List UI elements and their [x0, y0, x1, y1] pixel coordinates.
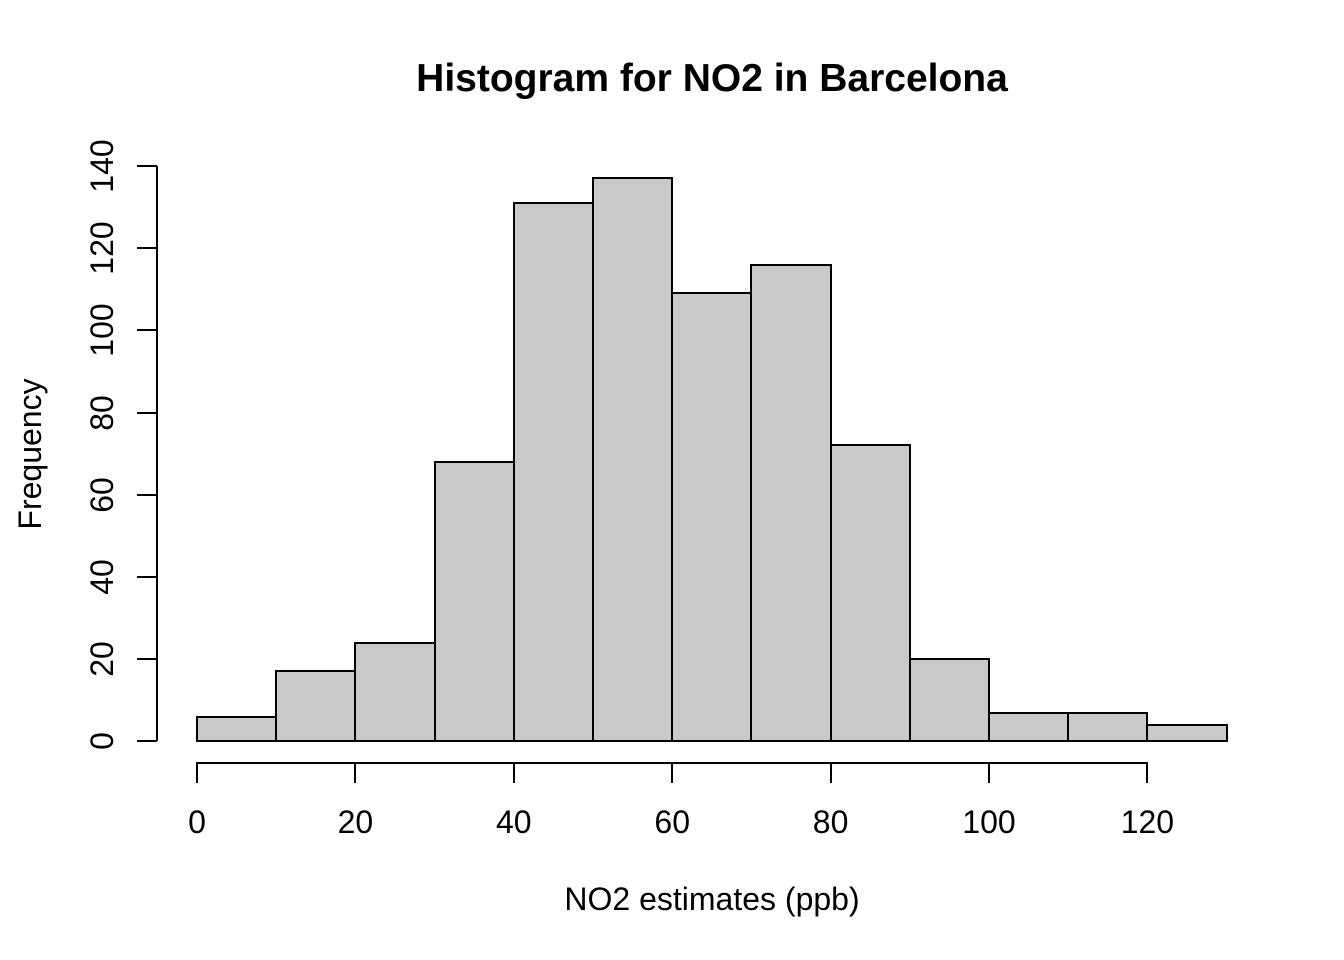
histogram-bar: [1067, 711, 1149, 743]
histogram-bar: [908, 658, 990, 743]
y-tick-label: 60: [84, 476, 120, 513]
x-tick-label: 0: [188, 804, 206, 840]
x-tick: [196, 763, 198, 784]
histogram-bar: [750, 263, 832, 743]
x-tick-label: 100: [962, 804, 1016, 840]
x-tick-label: 120: [1120, 804, 1175, 840]
y-tick: [137, 165, 157, 168]
chart-title: Histogram for NO2 in Barcelona: [416, 57, 1008, 100]
y-tick-label: 120: [84, 221, 120, 275]
y-tick-label: 0: [84, 732, 120, 751]
y-tick: [137, 247, 157, 250]
x-tick: [1146, 763, 1149, 784]
y-tick-label: 100: [84, 303, 120, 358]
y-tick: [137, 575, 157, 578]
histogram-bar: [829, 444, 911, 743]
x-tick: [354, 763, 357, 784]
x-axis-label: NO2 estimates (ppb): [564, 881, 860, 917]
x-tick-label: 20: [337, 804, 374, 840]
histogram-bar: [671, 292, 753, 743]
x-tick: [829, 763, 832, 784]
x-tick-label: 40: [496, 804, 532, 840]
x-tick: [512, 763, 515, 784]
x-tick: [988, 763, 990, 784]
y-tick: [137, 658, 157, 661]
y-axis-line: [156, 166, 158, 742]
x-tick-label: 80: [812, 804, 849, 840]
histogram-bar: [354, 641, 436, 743]
y-tick: [137, 411, 157, 414]
y-axis-label: Frequency: [12, 378, 48, 530]
histogram-bar: [196, 715, 278, 743]
y-tick-label: 40: [84, 559, 120, 595]
x-tick: [671, 763, 674, 784]
y-tick-label: 140: [84, 139, 120, 193]
histogram-bar: [512, 202, 594, 743]
x-tick-label: 60: [654, 804, 690, 840]
y-tick: [137, 493, 157, 496]
y-tick-label: 80: [84, 394, 120, 431]
histogram-bar: [275, 670, 357, 743]
histogram-bar: [1146, 723, 1228, 743]
y-tick: [137, 740, 157, 743]
y-tick: [137, 329, 157, 332]
histogram-bar: [433, 460, 515, 743]
histogram-bar: [592, 177, 674, 743]
histogram-bar: [988, 711, 1070, 743]
y-tick-label: 20: [84, 641, 120, 677]
